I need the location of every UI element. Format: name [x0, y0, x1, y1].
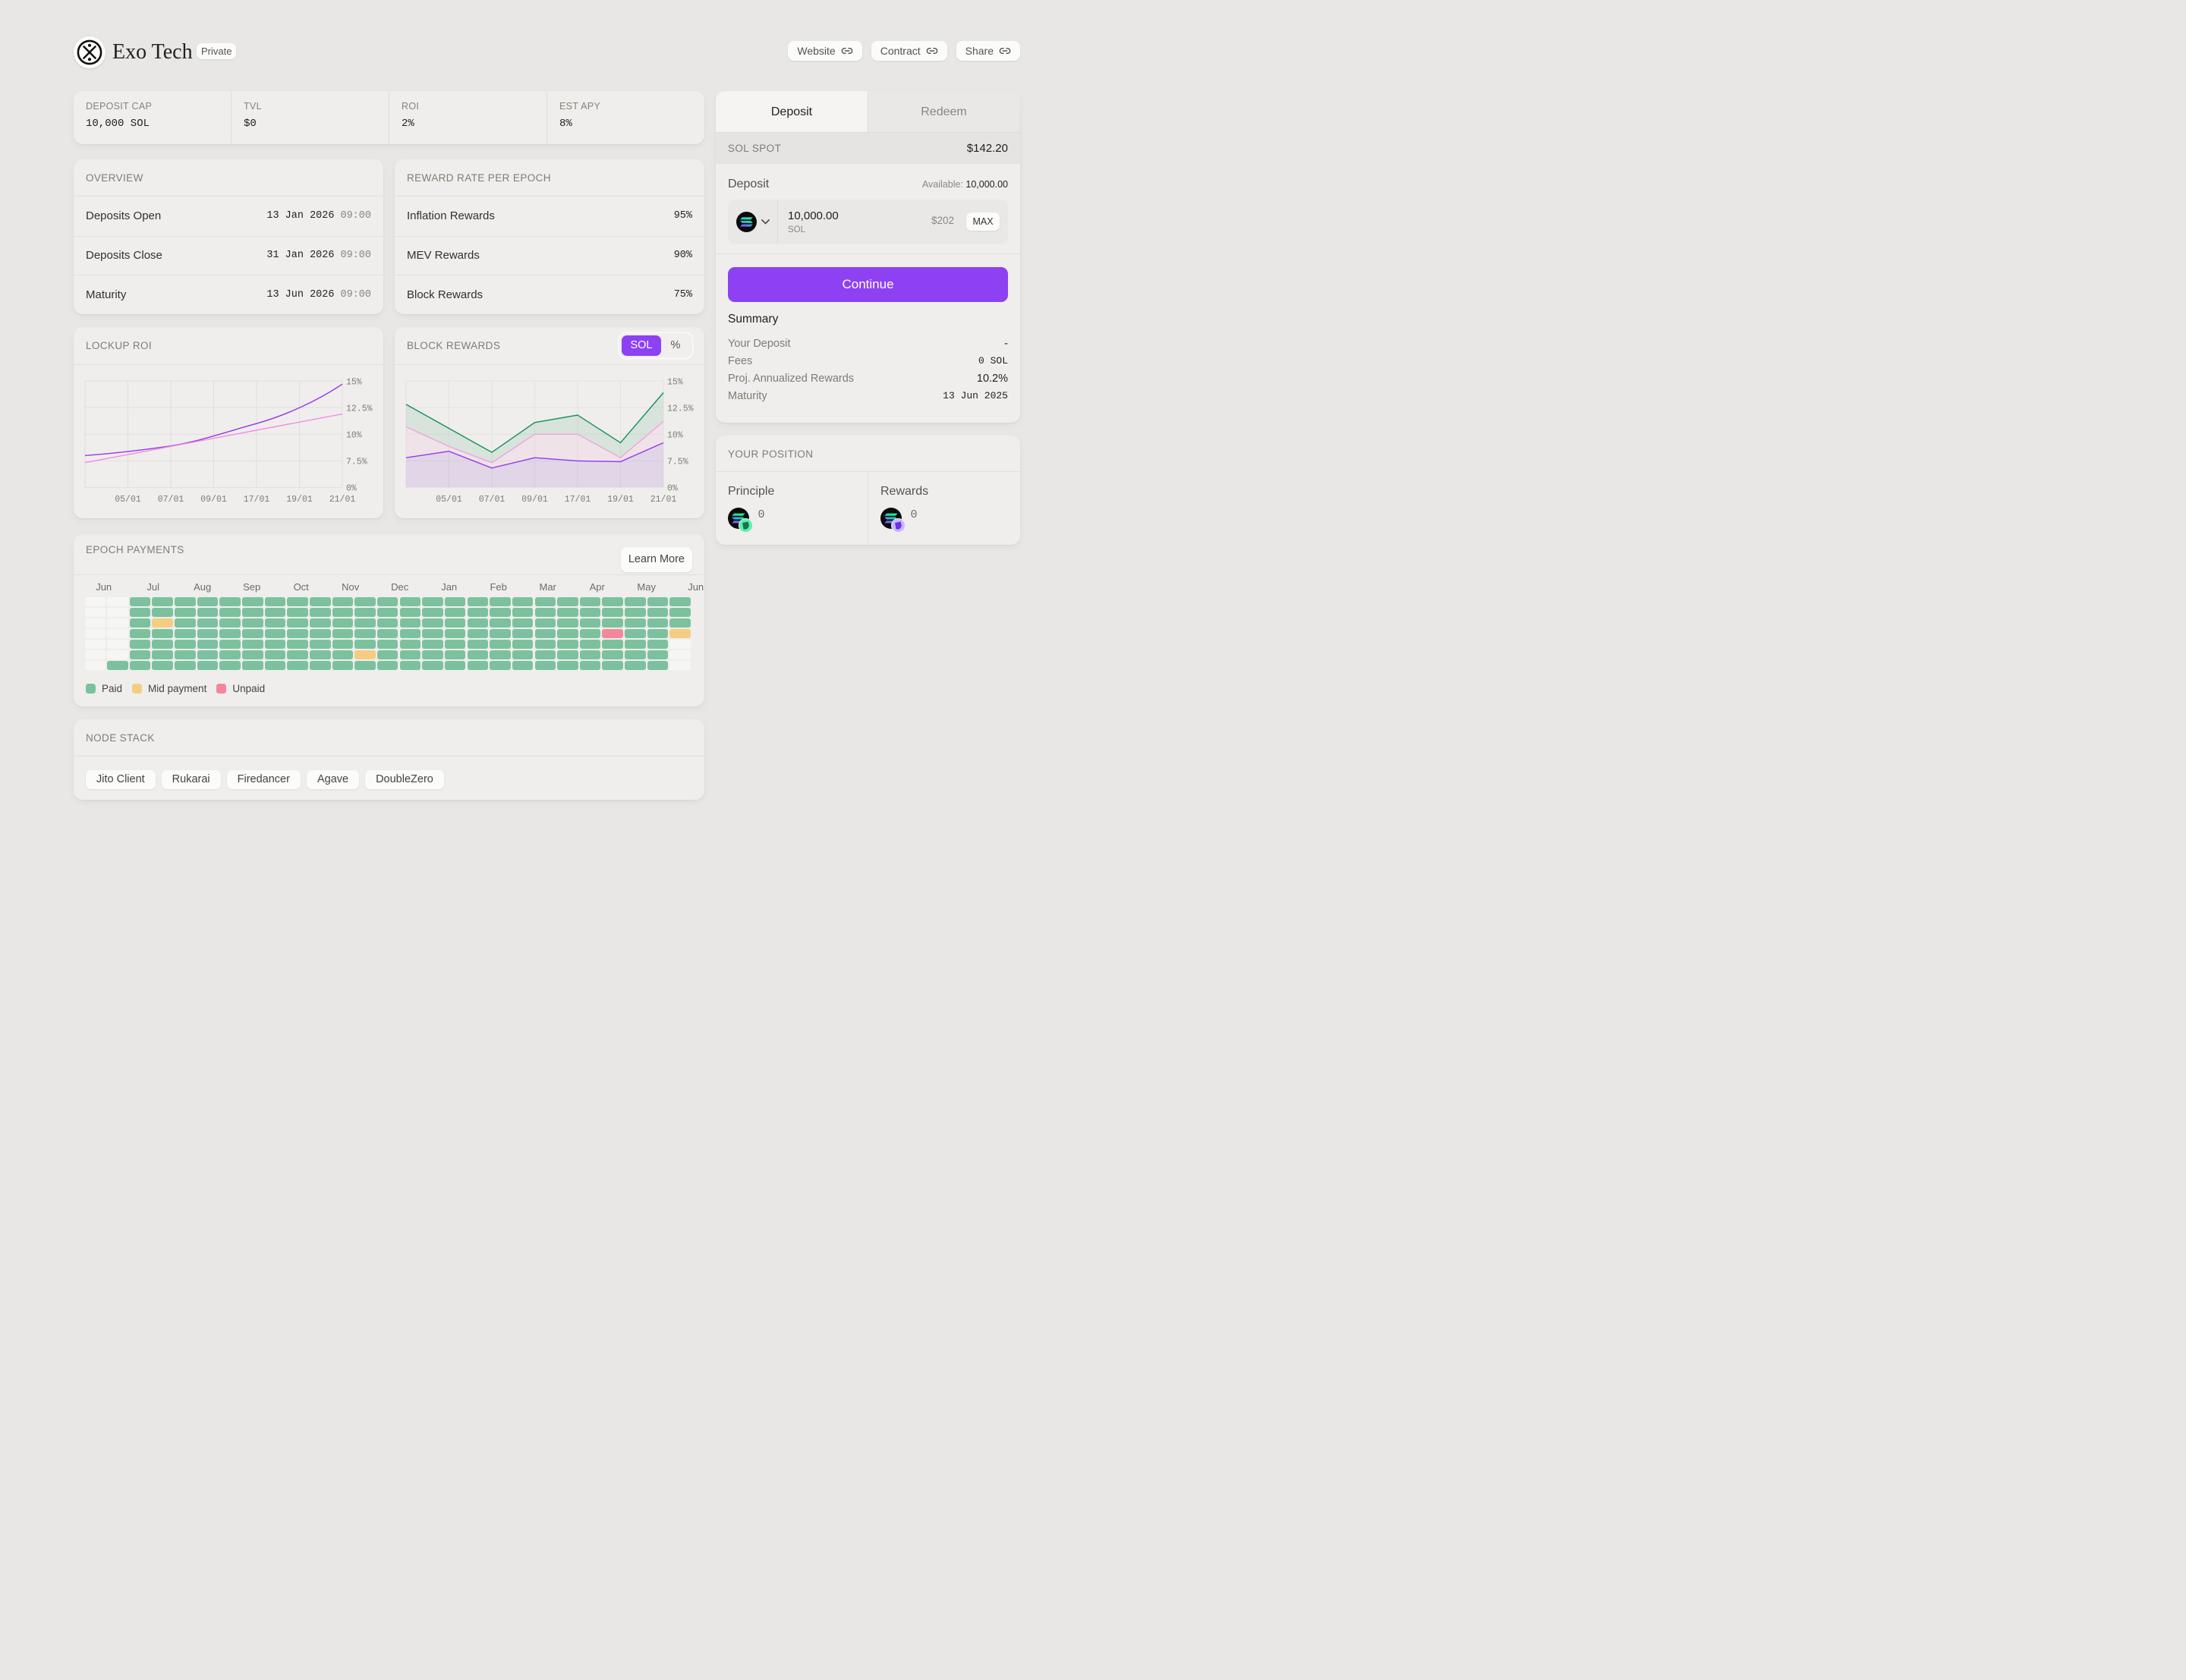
svg-text:07/01: 07/01	[158, 495, 184, 505]
svg-text:05/01: 05/01	[436, 495, 462, 505]
svg-text:12.5%: 12.5%	[667, 404, 694, 414]
svg-text:05/01: 05/01	[115, 495, 141, 505]
svg-text:15%: 15%	[346, 378, 362, 388]
svg-text:09/01: 09/01	[200, 495, 227, 505]
svg-text:07/01: 07/01	[479, 495, 506, 505]
svg-text:15%: 15%	[667, 378, 683, 388]
svg-text:17/01: 17/01	[244, 495, 270, 505]
svg-text:0%: 0%	[667, 484, 678, 494]
svg-text:19/01: 19/01	[286, 495, 313, 505]
svg-text:21/01: 21/01	[329, 495, 356, 505]
svg-text:10%: 10%	[346, 431, 362, 441]
svg-text:17/01: 17/01	[565, 495, 591, 505]
svg-text:10%: 10%	[667, 431, 683, 441]
svg-text:09/01: 09/01	[521, 495, 548, 505]
svg-text:21/01: 21/01	[650, 495, 677, 505]
svg-text:0%: 0%	[346, 484, 357, 494]
svg-text:12.5%: 12.5%	[346, 404, 373, 414]
svg-text:7.5%: 7.5%	[667, 458, 688, 467]
svg-text:19/01: 19/01	[607, 495, 634, 505]
svg-text:7.5%: 7.5%	[346, 458, 367, 467]
